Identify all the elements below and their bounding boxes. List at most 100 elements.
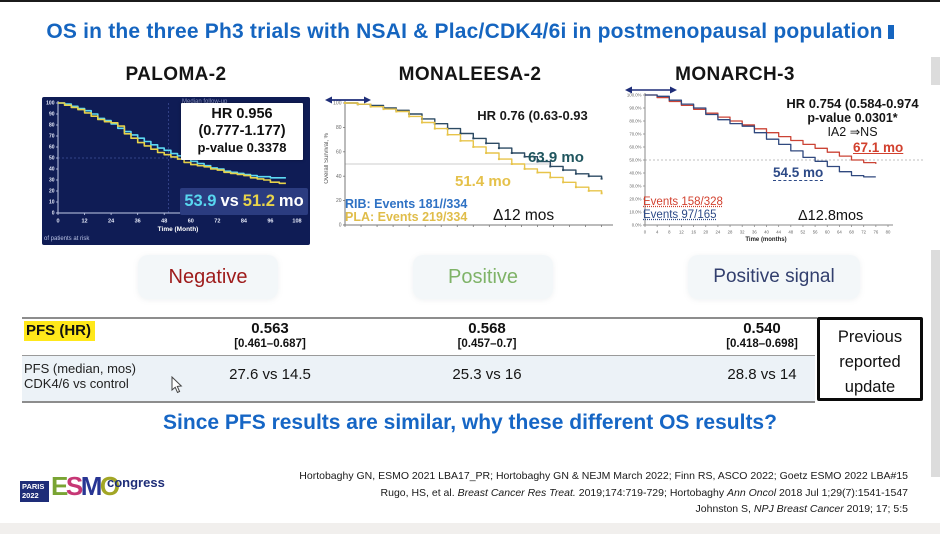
top-border-line [0,0,940,2]
panel-title-paloma2: PALOMA-2 [125,64,227,85]
paloma2-hr-box: HR 0.956 (0.777-1.177) p-value 0.3378 [181,103,303,160]
mouse-cursor [171,376,183,394]
ia2-note: IA2 ⇒NS [827,125,878,139]
svg-text:68: 68 [849,229,854,234]
hr-ci: [0.418–0.698] [726,338,798,350]
monarch3-hr-block: HR 0.754 (0.584-0.974 p-value 0.0301* IA… [765,97,940,140]
pfs-hr-cell-monarch3: 0.540 [0.418–0.698] [687,320,837,351]
monarch3-km-chart: 0.0% 10.0% 20.0% 30.0% 40.0% 50.0% 60.0% 70.0% 8… [625,85,940,250]
svg-text:12: 12 [679,229,684,234]
median-placebo: 51.4 mo [455,173,511,190]
svg-text:0: 0 [339,223,342,229]
svg-text:100: 100 [333,101,342,107]
pfs-hr-cell-monaleesa2: 0.568 [0.457–0.7] [412,320,562,351]
verdict-monarch3: Positive signal [688,255,860,299]
hr-value: 0.540 [743,320,781,337]
delta-arrow-icon [625,86,677,94]
paloma2-cropped-header-text: Median follow-up [182,99,228,105]
svg-text:20: 20 [703,229,708,234]
esmo-wordmark: ESMO [51,471,120,502]
svg-text:60: 60 [188,219,194,225]
svg-text:40.0%: 40.0% [629,171,641,176]
hr-ci: [0.457–0.7] [457,338,517,350]
svg-text:10: 10 [49,200,55,206]
svg-text:24: 24 [108,219,115,225]
svg-text:32: 32 [740,229,745,234]
svg-text:108: 108 [292,219,301,225]
pfs-median-cell-paloma2: 27.6 vs 14.5 [229,366,311,383]
svg-text:40: 40 [764,229,769,234]
delta-months-label: Δ12.8mos [798,208,864,224]
months-unit: mo [278,192,304,210]
median-ribociclib: 63.9 mo [528,149,584,166]
svg-text:60: 60 [49,145,55,151]
title-end-square [887,25,894,40]
row-label-line1: PFS (median, mos) [24,361,136,376]
svg-text:0: 0 [56,219,59,225]
events-ribociclib: RIB: Events 181//334 [345,197,468,211]
svg-text:Time (Month): Time (Month) [158,226,199,233]
svg-text:36: 36 [752,229,757,234]
svg-text:90: 90 [49,112,55,118]
slide-question: Since PFS results are similar, why these… [163,411,777,434]
svg-text:100.0%: 100.0% [627,93,642,98]
reference-line: Hortobaghy GN, ESMO 2021 LBA17_PR; Horto… [299,470,908,482]
svg-text:0: 0 [644,229,647,234]
right-edge-strip [931,57,940,477]
svg-text:20.0%: 20.0% [629,197,641,202]
highlighted-label: PFS (HR) [24,321,95,341]
y-axis-label: Overall Survival, % [324,133,330,184]
hr-value: 0.563 [251,320,289,337]
svg-text:100: 100 [46,101,55,107]
svg-text:56: 56 [813,229,818,234]
svg-text:50: 50 [49,156,55,162]
svg-text:10.0%: 10.0% [629,210,641,215]
p-value: p-value 0.0301* [807,111,898,125]
monaleesa2-plot: 0 20 40 60 80 100 [333,101,613,229]
side-box-line: reported [839,353,901,371]
svg-text:84: 84 [241,219,248,225]
svg-text:36: 36 [135,219,141,225]
verdict-monaleesa2: Positive [413,255,553,299]
side-box-line: update [844,378,896,396]
patients-at-risk-note: of patients at risk [44,236,90,242]
hr-ci: [0.461–0.687] [234,338,306,350]
paloma2-km-chart: 0 10 20 30 40 50 60 70 80 90 100 0 12 24 36 48 60 72 84 96 1… [42,97,310,245]
svg-text:28: 28 [728,229,733,234]
hr-ci: (0.777-1.177) [198,123,286,139]
svg-text:76: 76 [873,229,878,234]
svg-text:80.0%: 80.0% [629,119,641,124]
esmo-letter: O [99,471,120,501]
svg-text:30.0%: 30.0% [629,184,641,189]
bottom-edge-strip [0,523,940,534]
monaleesa2-hr-text: HR 0.76 (0.63-0.93 [477,108,588,123]
svg-text:12: 12 [81,219,87,225]
events-placebo: Events 97/165 [643,209,717,221]
svg-text:72: 72 [214,219,220,225]
events-abemaciclib: Events 158/328 [643,196,723,208]
svg-text:16: 16 [691,229,696,234]
pfs-median-row-label: PFS (median, mos) CDK4/6 vs control [24,361,136,391]
events-placebo: PLA: Events 219/334 [345,210,468,224]
svg-text:20: 20 [336,198,342,204]
vs-label: vs [220,192,239,210]
logo-year: 2022 [22,490,39,500]
congress-label: congress [107,475,165,490]
svg-text:80: 80 [336,125,342,131]
svg-text:40: 40 [336,174,342,180]
panel-title-monarch3: MONARCH-3 [675,64,795,85]
table-row2-background [22,356,815,401]
delta-months-label: Δ12 mos [493,207,555,224]
median-placebo: 51.2 [242,192,275,210]
p-value: p-value 0.3378 [197,140,287,155]
svg-text:80: 80 [49,123,55,129]
svg-text:70: 70 [49,134,55,140]
median-abemaciclib: 67.1 mo [853,140,904,155]
monarch3-plot: 0.0% 10.0% 20.0% 30.0% 40.0% 50.0% 60.0% 70.0% 8… [627,93,925,243]
svg-text:52: 52 [801,229,806,234]
svg-text:4: 4 [656,229,659,234]
reference-line: Rugo, HS, et al. Breast Cancer Res Treat… [380,486,908,499]
svg-text:50.0%: 50.0% [629,158,641,163]
monaleesa2-km-chart: 0 20 40 60 80 100 Overall Survival, % HR 0.76… [324,95,615,240]
reference-line: Johnston S, NPJ Breast Cancer 2019; 17; … [695,503,908,515]
